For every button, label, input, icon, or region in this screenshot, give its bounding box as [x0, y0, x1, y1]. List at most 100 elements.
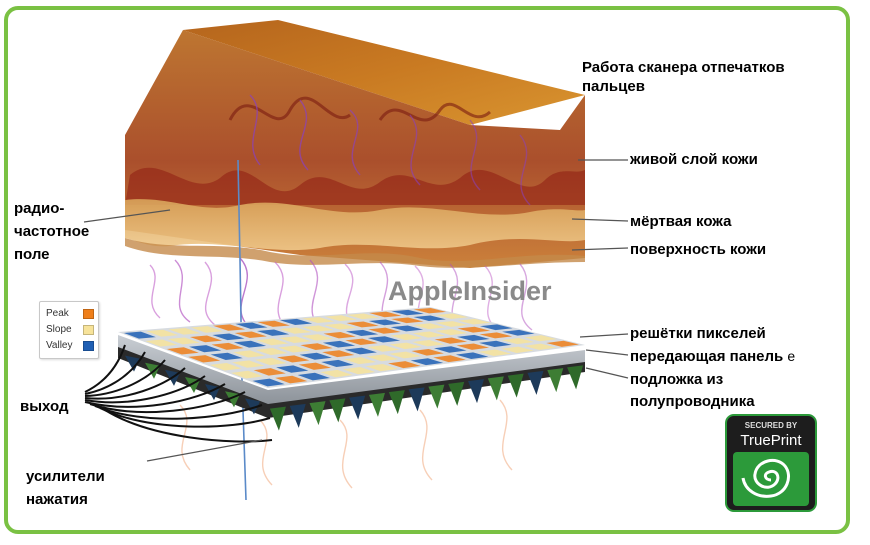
pixel-cell: [389, 342, 423, 350]
amplifier-pyramid: [428, 384, 445, 409]
pixel-cell: [279, 318, 313, 325]
pixel-cell: [166, 347, 199, 355]
diagram-title: Работа сканера отпечатков пальцев: [582, 59, 785, 95]
watermark: AppleInsider: [388, 276, 552, 306]
legend-item-valley: Valley: [46, 339, 94, 353]
pixel-cell: [501, 338, 535, 345]
legend-item-peak: Peak: [46, 307, 94, 321]
label-transmit-panel-text: передающая панель: [630, 348, 784, 365]
pixel-cell: [346, 313, 380, 320]
pixel-cell: [413, 323, 446, 330]
pixel-cell: [456, 343, 490, 350]
pixel-cell: [188, 355, 221, 363]
pixel-cell: [390, 325, 424, 332]
pixel-cells: [123, 308, 579, 387]
pixel-cell: [212, 333, 245, 341]
pixel-cell: [233, 350, 266, 358]
pixel-cell: [433, 346, 467, 353]
skin-block: [125, 20, 585, 268]
pixel-cell: [367, 336, 401, 343]
pixel-cell: [390, 333, 423, 341]
pixel-cell: [343, 357, 377, 365]
label-radio-field: радио-частотное поле: [14, 200, 90, 263]
pixel-cell: [190, 335, 223, 343]
transmit-panel-side: [118, 335, 585, 404]
fingerprint-icon: [741, 458, 790, 498]
pixel-cell: [322, 350, 355, 358]
pixel-cell: [367, 345, 400, 352]
amplifier-pyramid: [487, 376, 504, 401]
pixel-cell: [231, 370, 264, 379]
pixel-cell: [322, 340, 356, 348]
label-substrate: подложка из полупроводника: [630, 371, 755, 410]
pixel-cell: [302, 317, 335, 324]
amplifier-pyramid: [145, 362, 160, 379]
pixel-cell: [368, 327, 401, 334]
legend-label: Peak: [46, 308, 69, 319]
amplifier-pyramid: [349, 395, 366, 420]
amplifier-pyramid: [468, 379, 485, 404]
pixel-cell: [279, 327, 312, 334]
pixel-cell: [324, 315, 357, 322]
pixel-cell: [257, 320, 290, 327]
pixel-cell: [388, 361, 421, 369]
pixel-cell: [435, 313, 469, 319]
pixel-cell: [365, 364, 398, 372]
pixel-cell: [344, 347, 377, 355]
pixel-cell: [478, 349, 512, 356]
pixel-cell: [433, 355, 466, 363]
label-skin-surface: поверхность кожи: [630, 241, 767, 258]
pixel-legend: Peak Slope Valley: [39, 301, 99, 359]
pixel-cell: [145, 339, 178, 347]
amplifier-pyramid: [527, 370, 544, 395]
pixel-cell: [210, 352, 243, 361]
pixel-cell: [346, 321, 379, 328]
pixel-cell: [524, 335, 557, 342]
pixel-cell: [255, 348, 288, 356]
pixel-cell: [342, 366, 376, 375]
label-live-layer: живой слой кожи: [630, 151, 758, 168]
legend-item-slope: Slope: [46, 323, 94, 337]
badge-brand-text: TruePrint: [740, 432, 802, 449]
pixel-cell: [276, 365, 309, 373]
pixel-cell: [252, 378, 285, 387]
pixel-cell: [300, 343, 333, 351]
pixel-cell: [301, 325, 334, 332]
amplifier-pyramid: [269, 406, 286, 431]
skin-top-face: [183, 20, 585, 125]
amplifier-pyramid: [567, 365, 584, 390]
label-amplifiers: усилители нажатия: [26, 468, 105, 508]
pixel-cell: [546, 340, 579, 347]
pixel-cell: [434, 337, 468, 344]
pixel-cell: [277, 355, 310, 363]
pixel-cell: [413, 315, 446, 322]
pixel-cell: [410, 358, 444, 366]
badge-top-text: SECURED BY: [745, 421, 798, 430]
pixel-cell: [479, 324, 513, 331]
amplifier-pyramid: [245, 398, 260, 415]
live-layer-ridges: [125, 167, 585, 205]
label-output: выход: [20, 398, 69, 415]
pixel-cell: [502, 329, 535, 336]
pixel-cell: [146, 329, 179, 337]
pixel-cell: [209, 362, 242, 371]
pixel-cell: [167, 337, 200, 345]
label-dead-skin: мёртвая кожа: [630, 213, 732, 230]
skin-surface-layer: [125, 238, 585, 268]
trueprint-badge: SECURED BY TruePrint: [725, 414, 817, 512]
pixel-cell: [455, 352, 489, 360]
pixel-cell: [123, 331, 156, 339]
pixel-cell: [435, 329, 468, 336]
pixel-cell: [233, 340, 267, 348]
amplifier-pyramid: [329, 398, 346, 423]
pixel-cell: [368, 319, 402, 326]
legend-label: Slope: [46, 324, 72, 335]
pixel-cell: [479, 340, 512, 347]
pixel-cell: [168, 327, 201, 335]
pixel-cell: [457, 318, 491, 325]
amplifier-pyramid: [408, 387, 425, 412]
amplifier-pyramid: [507, 373, 524, 398]
pixel-cell: [324, 323, 357, 330]
pixel-cell: [501, 346, 534, 353]
